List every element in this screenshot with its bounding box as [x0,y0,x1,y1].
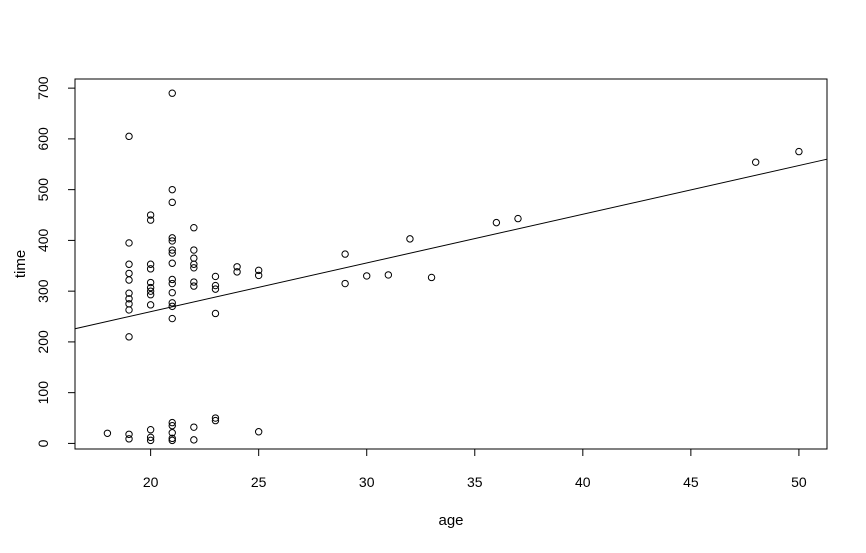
y-axis-title: time [12,250,29,278]
data-point [492,218,501,227]
data-point [211,414,220,422]
data-point [168,421,176,430]
data-point [406,235,414,243]
data-point [233,263,241,271]
plot-box [74,78,828,450]
data-point [190,264,198,272]
data-point [125,430,133,438]
x-tick-label: 50 [791,474,807,490]
data-point [125,435,133,443]
data-point [125,333,133,341]
data-point [190,254,198,262]
data-point [211,285,220,293]
data-point [168,185,176,194]
data-point [254,271,263,280]
data-point [146,260,155,268]
data-point [125,289,133,297]
data-point [146,278,155,287]
x-tick-label: 40 [575,474,591,490]
x-tick-label: 20 [143,474,159,490]
data-point [125,260,133,268]
data-point [190,260,198,268]
data-point [363,272,371,280]
x-tick-label: 25 [251,474,267,490]
data-point [168,234,176,242]
data-point [211,281,220,290]
data-point [168,418,176,427]
x-tick-label: 45 [683,474,699,490]
data-point [190,282,198,290]
data-point [168,299,176,307]
data-point [168,246,176,254]
y-tick-label: 400 [35,229,51,253]
data-point [146,265,155,273]
data-point [168,89,176,97]
data-point [190,436,198,444]
data-point [168,237,176,245]
data-point [168,302,176,311]
x-tick-label: 35 [467,474,483,490]
data-point [125,269,133,278]
regression-line [74,158,828,330]
data-point [190,423,198,431]
data-point [233,268,241,276]
data-point [168,249,176,257]
data-point [341,250,349,258]
data-point [125,276,133,284]
data-point [168,275,176,284]
y-tick-label: 500 [35,178,51,202]
data-point [146,436,155,445]
data-point [103,429,112,437]
data-point [168,279,176,288]
data-point [146,433,155,442]
data-point [146,287,155,295]
data-point [795,147,803,156]
y-tick-label: 100 [35,381,51,405]
y-tick-label: 200 [35,330,51,354]
x-tick-label: 30 [359,474,375,490]
data-point [146,211,155,219]
x-axis-title: age [438,512,463,529]
data-point [427,273,436,282]
y-tick-label: 300 [35,279,51,303]
data-point [125,295,133,303]
data-point [168,198,176,207]
data-point [125,132,133,141]
data-point [514,214,522,223]
data-point [168,314,176,323]
data-point [211,272,220,281]
data-point [751,158,760,166]
data-point [168,434,176,443]
data-point [190,224,198,232]
data-point [146,283,155,292]
data-point [168,429,176,437]
data-point [146,216,155,224]
data-point [211,309,220,318]
data-point [146,291,155,299]
data-point [341,279,349,288]
data-point [125,306,133,314]
y-tick-label: 700 [35,76,51,100]
data-point [190,278,198,286]
data-point [168,436,176,445]
data-point [211,416,220,425]
data-point [384,271,393,279]
data-point [146,301,155,309]
data-point [125,239,133,247]
y-tick-label: 0 [35,439,51,447]
data-point [168,259,176,267]
data-point [254,266,263,275]
data-point [168,288,176,297]
data-point [190,246,198,254]
data-point [146,426,155,434]
data-point [254,428,263,436]
y-tick-label: 600 [35,127,51,151]
